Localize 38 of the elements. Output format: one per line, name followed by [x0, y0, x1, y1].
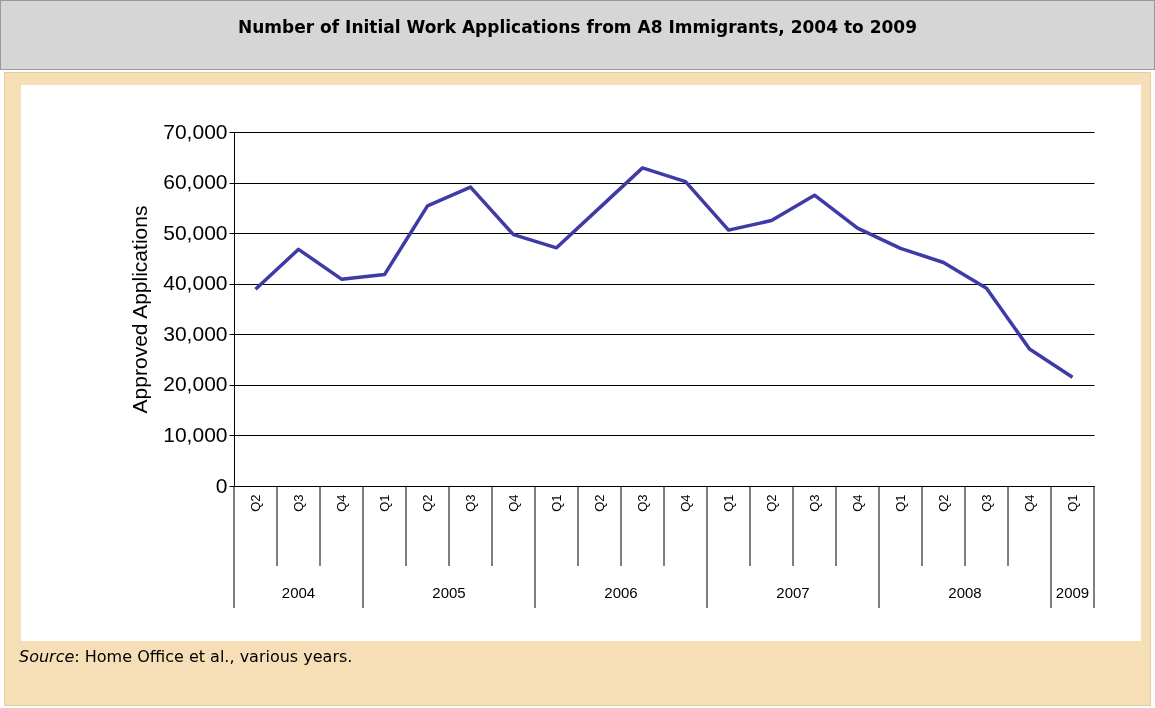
text: 2004 — [281, 584, 316, 601]
x-tick-label: Q2 — [420, 494, 435, 512]
x-tick-label: Q4 — [1022, 494, 1037, 512]
y-tick-label: 40,000 — [163, 271, 228, 295]
x-tick-label: Q3 — [463, 494, 478, 512]
x-tick-label: Q2 — [764, 494, 779, 512]
text: 2008 — [948, 584, 982, 601]
y-tick-label: 20,000 — [163, 372, 228, 396]
x-tick-label: Q2 — [592, 494, 607, 512]
x-tick-label: Q2 — [248, 494, 263, 512]
x-tick-label: Q1 — [721, 494, 736, 512]
x-tick-label: Q4 — [334, 494, 349, 512]
text: 2007 — [776, 584, 810, 601]
y-tick-label: 30,000 — [163, 321, 228, 345]
y-axis-title: Approved Applications — [128, 205, 152, 414]
x-tick-label: Q2 — [936, 494, 951, 512]
x-tick-label: Q4 — [850, 494, 865, 512]
text: 2009 — [1055, 584, 1090, 601]
x-tick-label: Q4 — [506, 494, 521, 512]
x-tick-label: Q3 — [807, 494, 822, 512]
x-tick-label: Q1 — [549, 494, 564, 512]
x-tick-label: Q1 — [377, 494, 392, 512]
chart-title: Number of Initial Work Applications from A8 Immigrants, 2004 to 2009 — [0, 0, 1155, 70]
x-tick-label: Q3 — [635, 494, 650, 512]
y-tick-label: 50,000 — [163, 220, 228, 244]
x-tick-label: Q3 — [291, 494, 306, 512]
x-tick-label: Q4 — [678, 494, 693, 512]
x-tick-label: Q3 — [979, 494, 994, 512]
y-tick-label: 70,000 — [163, 119, 228, 143]
text: 2006 — [604, 584, 638, 601]
x-tick-label: Q1 — [1065, 494, 1080, 512]
y-tick-label: 0 — [215, 473, 228, 497]
line-series — [253, 166, 1075, 380]
text: 2005 — [432, 584, 466, 601]
y-tick-label: 60,000 — [163, 170, 228, 194]
y-tick-label: 10,000 — [163, 422, 228, 446]
x-tick-label: Q1 — [893, 494, 908, 512]
source-note: Source: Home Office et al., various years. — [19, 647, 353, 666]
